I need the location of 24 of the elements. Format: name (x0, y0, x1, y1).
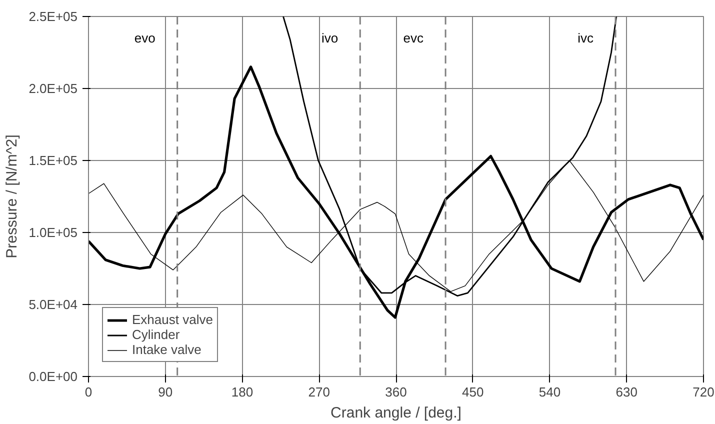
x-tick-label: 450 (462, 384, 484, 400)
x-tick-label: 270 (308, 384, 330, 400)
x-axis-title: Crank angle / [deg.] (330, 404, 462, 422)
y-tick-label: 1.5E+05 (28, 153, 78, 168)
legend-label: Exhaust valve (132, 312, 213, 327)
y-tick-label: 5.0E+04 (28, 297, 78, 312)
x-tick-label: 0 (84, 384, 92, 400)
legend-label: Cylinder (132, 327, 180, 342)
x-tick-label: 90 (158, 384, 173, 400)
legend-label: Intake valve (132, 342, 202, 357)
x-tick-label: 360 (385, 384, 407, 400)
y-axis-title: Pressure / [N/m^2] (4, 134, 21, 258)
y-tick-label: 0.0E+00 (28, 369, 78, 384)
x-tick-label: 180 (231, 384, 254, 400)
ref-line-label: ivc (578, 30, 594, 46)
ref-line-label: evo (134, 30, 156, 46)
ref-line-label: evc (403, 30, 424, 46)
y-tick-label: 2.0E+05 (28, 81, 78, 96)
x-tick-label: 630 (616, 384, 638, 400)
x-tick-label: 540 (538, 384, 561, 400)
y-tick-label: 2.5E+05 (28, 9, 78, 24)
y-tick-label: 1.0E+05 (28, 225, 78, 240)
x-tick-label: 720 (692, 384, 714, 400)
ref-line-label: ivo (322, 30, 338, 46)
